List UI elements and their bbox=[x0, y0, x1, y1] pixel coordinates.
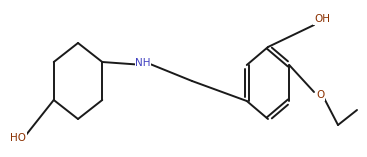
Text: HO: HO bbox=[10, 133, 26, 143]
Text: NH: NH bbox=[135, 58, 151, 68]
Text: OH: OH bbox=[314, 14, 330, 24]
Text: O: O bbox=[316, 90, 324, 100]
